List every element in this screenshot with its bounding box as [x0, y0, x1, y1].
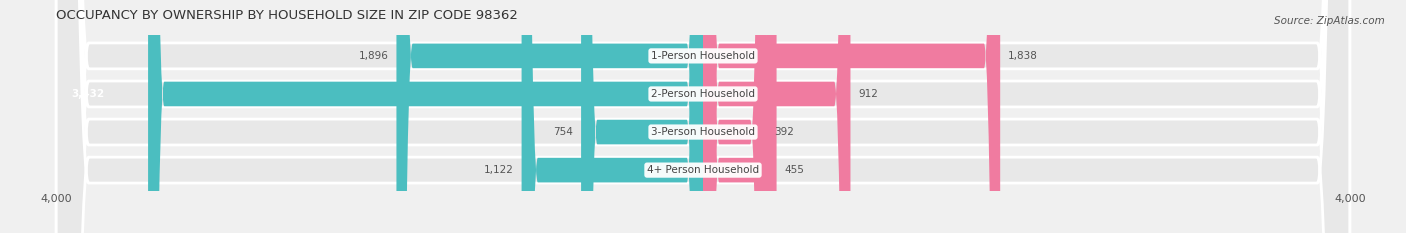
FancyBboxPatch shape — [56, 0, 1350, 233]
Text: 1-Person Household: 1-Person Household — [651, 51, 755, 61]
FancyBboxPatch shape — [703, 0, 1000, 233]
FancyBboxPatch shape — [703, 0, 766, 233]
FancyBboxPatch shape — [56, 0, 1350, 233]
FancyBboxPatch shape — [703, 0, 851, 233]
Text: 392: 392 — [775, 127, 794, 137]
Text: 455: 455 — [785, 165, 804, 175]
Text: 1,838: 1,838 — [1008, 51, 1038, 61]
Text: 1,896: 1,896 — [359, 51, 388, 61]
Text: 3-Person Household: 3-Person Household — [651, 127, 755, 137]
FancyBboxPatch shape — [148, 0, 703, 233]
FancyBboxPatch shape — [56, 0, 1350, 233]
Text: 1,122: 1,122 — [484, 165, 513, 175]
FancyBboxPatch shape — [522, 0, 703, 233]
Text: 3,432: 3,432 — [72, 89, 105, 99]
Text: 754: 754 — [554, 127, 574, 137]
Text: 912: 912 — [858, 89, 879, 99]
Text: OCCUPANCY BY OWNERSHIP BY HOUSEHOLD SIZE IN ZIP CODE 98362: OCCUPANCY BY OWNERSHIP BY HOUSEHOLD SIZE… — [56, 10, 519, 22]
Text: 2-Person Household: 2-Person Household — [651, 89, 755, 99]
Text: 4+ Person Household: 4+ Person Household — [647, 165, 759, 175]
FancyBboxPatch shape — [396, 0, 703, 233]
FancyBboxPatch shape — [56, 0, 1350, 233]
FancyBboxPatch shape — [581, 0, 703, 233]
FancyBboxPatch shape — [703, 0, 776, 233]
Text: Source: ZipAtlas.com: Source: ZipAtlas.com — [1274, 16, 1385, 26]
